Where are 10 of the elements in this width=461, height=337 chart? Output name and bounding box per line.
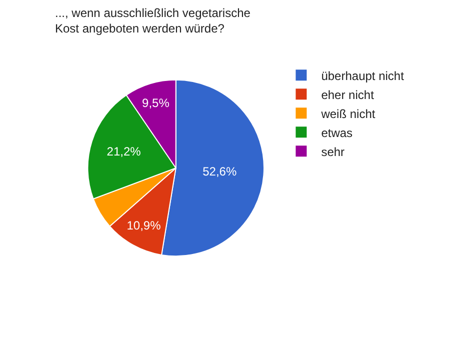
legend-label: überhaupt nicht <box>321 68 405 83</box>
data-label: 21,2% <box>106 144 142 158</box>
legend-label: etwas <box>321 126 353 140</box>
data-label: 10,9% <box>126 218 162 233</box>
chart-title: ..., wenn ausschließlich vegetarische Kost angeboten werden würde? <box>55 6 251 36</box>
data-label: 9,5% <box>142 96 170 110</box>
legend-label: weiß nicht <box>320 106 376 121</box>
legend-label: sehr <box>321 144 345 159</box>
data-label: 52,6% <box>202 164 237 179</box>
legend-label: eher nicht <box>321 88 375 102</box>
